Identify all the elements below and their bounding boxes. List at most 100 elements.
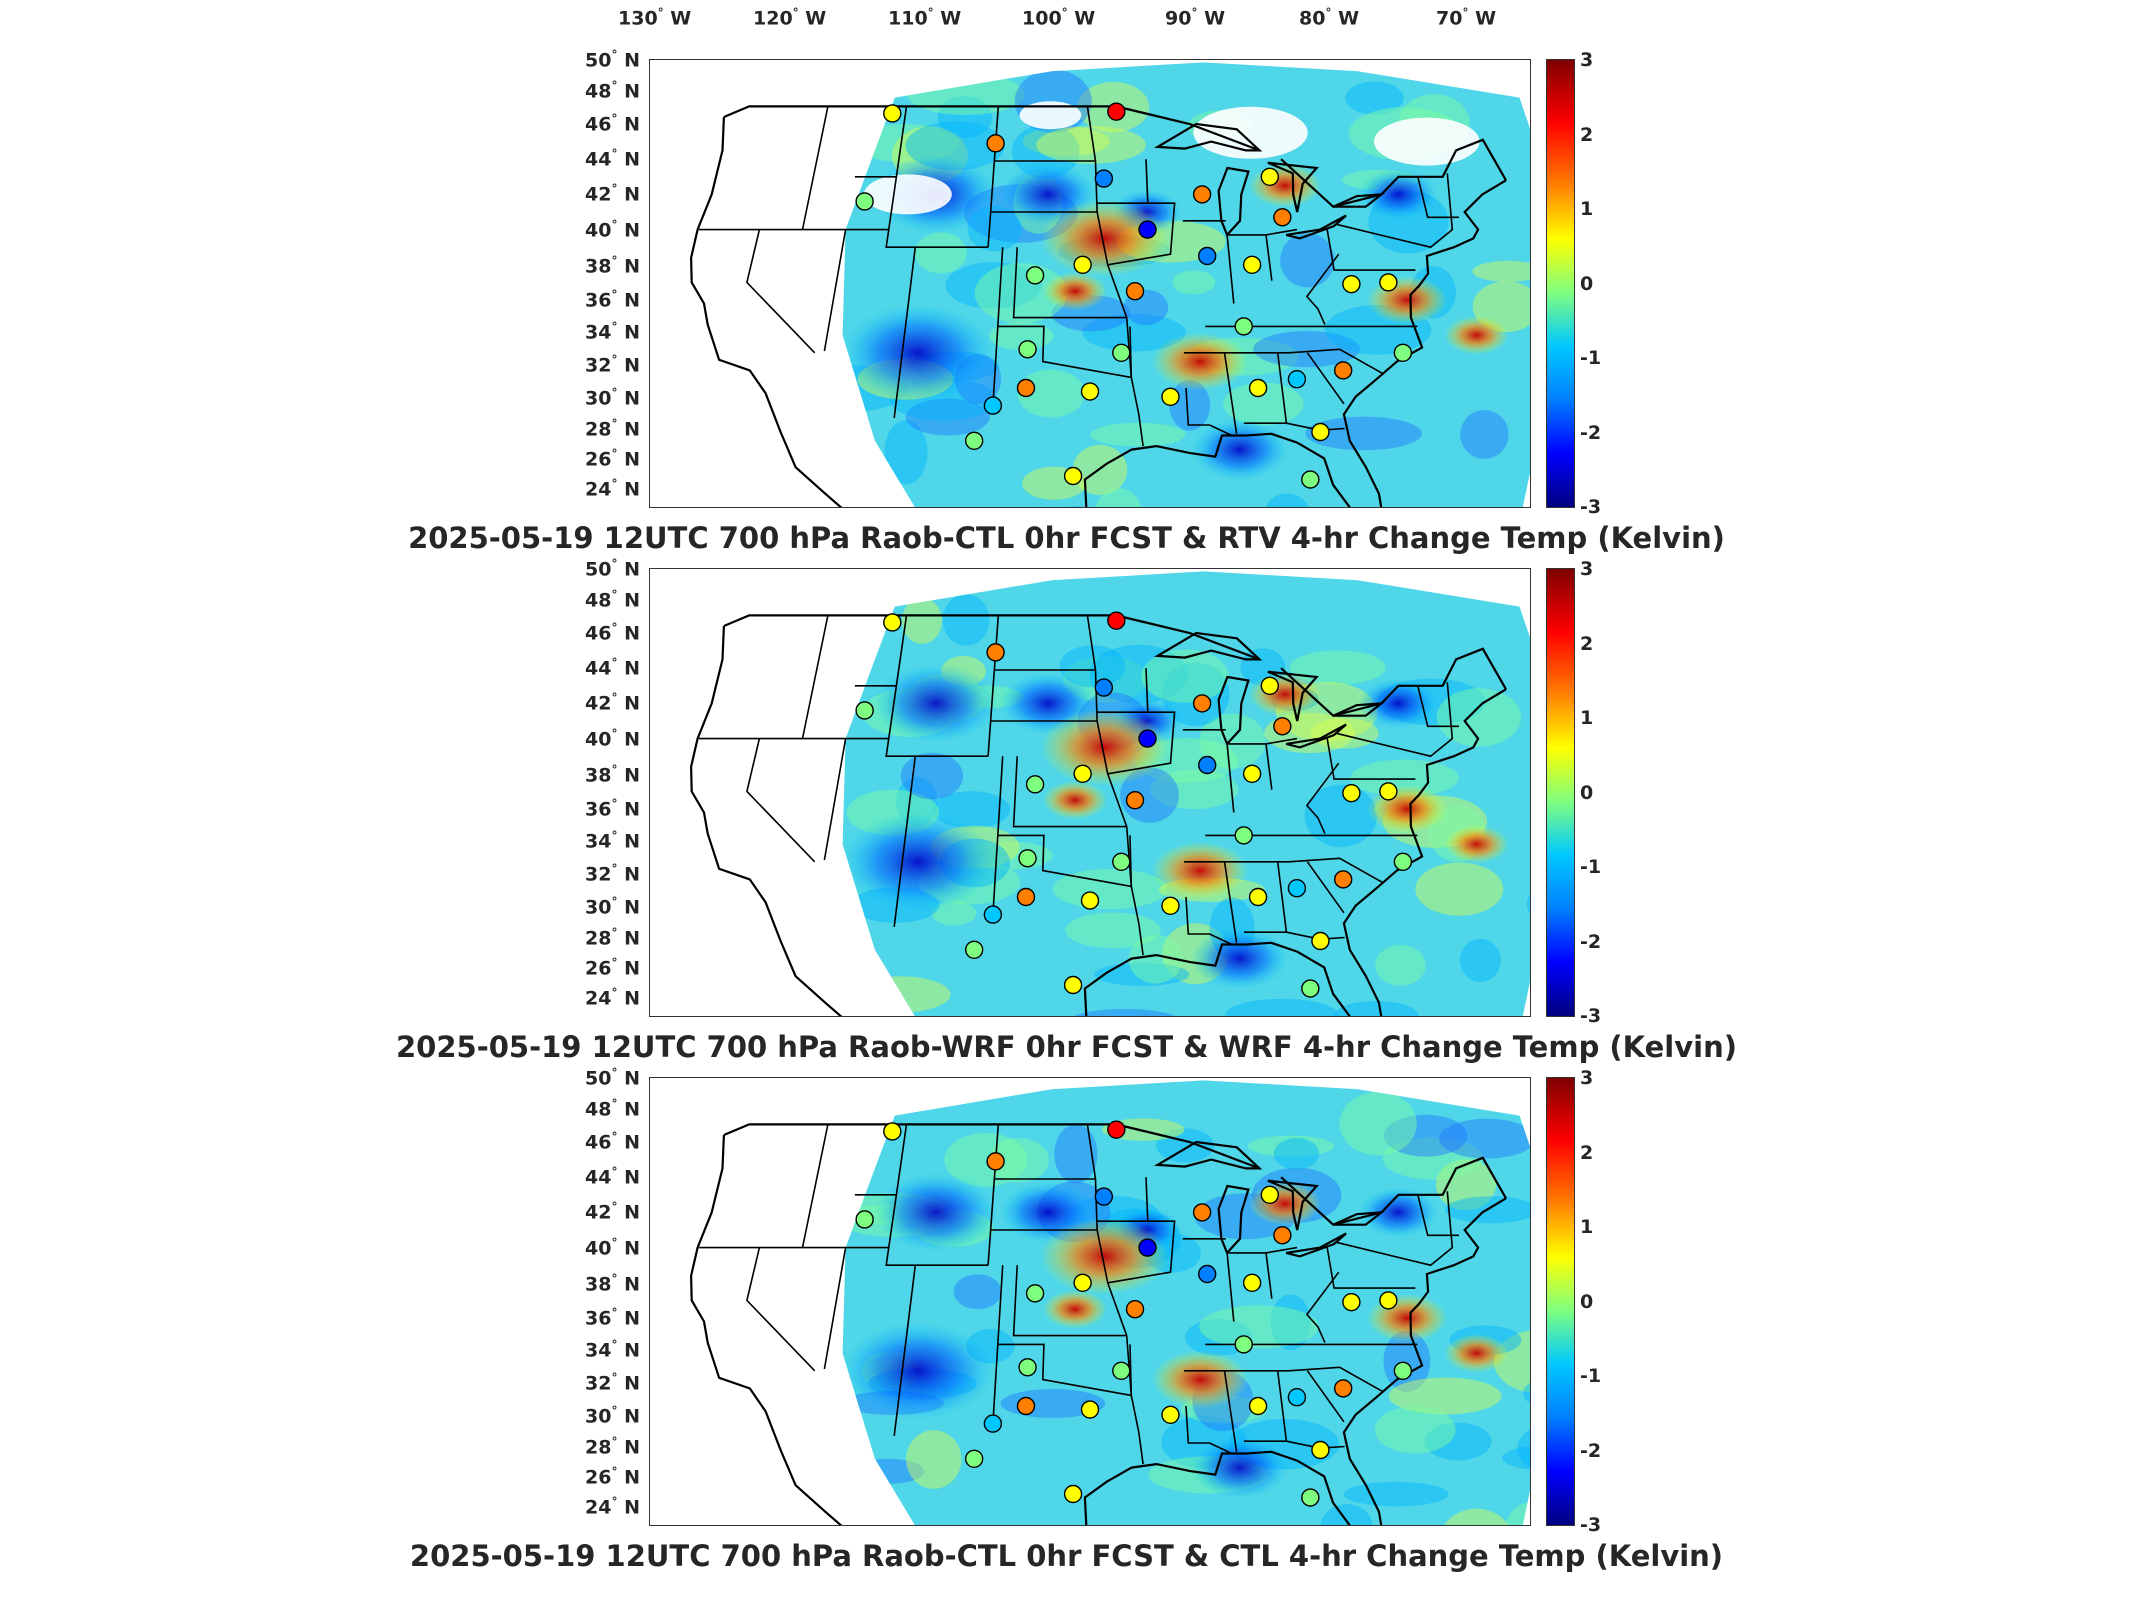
raob-station-marker	[1073, 764, 1092, 784]
raob-station-marker	[1242, 764, 1262, 784]
state-boundaries	[699, 1124, 1459, 1465]
lat-label: 28° N	[585, 1435, 640, 1459]
lat-label: 34° N	[585, 320, 640, 344]
raob-station-marker	[1063, 1484, 1083, 1504]
lat-label: 30° N	[585, 386, 640, 410]
lat-label: 46° N	[585, 621, 640, 645]
lat-label: 32° N	[585, 353, 640, 377]
raob-station-marker	[1234, 826, 1253, 845]
colorbar	[1546, 568, 1575, 1017]
colorbar-tick-label: -3	[1580, 496, 1602, 518]
map-frame	[649, 59, 1531, 508]
raob-station-marker	[1248, 378, 1268, 398]
lat-label: 48° N	[585, 79, 640, 103]
colorbar-tick-label: 0	[1580, 781, 1594, 804]
colorbar-tick-label: 3	[1580, 558, 1594, 580]
raob-station-marker	[1248, 1396, 1268, 1416]
raob-station-marker	[1379, 273, 1398, 292]
temperature-change-field	[842, 571, 1530, 1016]
lat-label: 40° N	[585, 218, 640, 242]
raob-station-marker	[986, 1152, 1005, 1171]
raob-station-marker	[855, 1210, 874, 1229]
lat-label: 44° N	[585, 656, 640, 680]
lat-label: 30° N	[585, 895, 640, 919]
raob-stations	[855, 102, 1413, 489]
colorbar-tick-label: -3	[1580, 1514, 1602, 1536]
raob-station-marker	[1125, 790, 1145, 810]
raob-station-marker	[1301, 1488, 1320, 1507]
raob-station-marker	[1025, 775, 1045, 794]
raob-station-marker	[1018, 849, 1037, 868]
lat-label: 48° N	[585, 1097, 640, 1121]
raob-station-marker	[983, 396, 1003, 415]
raob-station-marker	[986, 643, 1005, 662]
raob-station-marker	[1333, 361, 1353, 380]
temperature-change-field	[842, 1080, 1530, 1525]
colorbar-tick-label: -2	[1580, 1439, 1602, 1462]
lat-label: 24° N	[585, 1495, 640, 1519]
colorbar-tick-label: 2	[1580, 123, 1594, 146]
raob-station-marker	[1094, 678, 1114, 697]
raob-station-marker	[1287, 879, 1307, 898]
raob-station-marker	[1063, 466, 1083, 486]
raob-station-marker	[1161, 896, 1180, 915]
raob-station-marker	[1192, 694, 1212, 713]
raob-station-marker	[1393, 1361, 1413, 1380]
raob-station-marker	[1287, 1388, 1307, 1407]
raob-station-marker	[1016, 1396, 1036, 1416]
lat-label: 38° N	[585, 1272, 640, 1296]
raob-station-marker	[1342, 274, 1361, 294]
lat-label: 40° N	[585, 1236, 640, 1260]
raob-station-marker	[1242, 255, 1262, 275]
map-canvas	[689, 62, 1530, 507]
raob-station-marker	[1273, 1226, 1292, 1245]
raob-station-marker	[1234, 317, 1253, 336]
colorbar-tick-label: 2	[1580, 1141, 1594, 1164]
map-frame	[649, 568, 1531, 1017]
raob-station-marker	[1192, 1203, 1212, 1222]
raob-station-marker	[1234, 1335, 1253, 1354]
raob-station-marker	[1125, 281, 1145, 301]
raob-station-marker	[1016, 378, 1036, 398]
map-canvas	[689, 1080, 1530, 1525]
raob-station-marker	[883, 613, 902, 632]
lat-label: 36° N	[585, 1306, 640, 1330]
raob-station-marker	[1273, 717, 1292, 736]
raob-station-marker	[1107, 1120, 1126, 1139]
raob-station-marker	[1073, 1273, 1092, 1293]
lat-label: 40° N	[585, 727, 640, 751]
raob-station-marker	[1311, 1440, 1330, 1460]
lat-label: 50° N	[585, 48, 640, 72]
lat-label: 34° N	[585, 1338, 640, 1362]
lat-label: 28° N	[585, 417, 640, 441]
raob-station-marker	[1342, 1292, 1361, 1312]
raob-station-marker	[1301, 979, 1320, 998]
raob-station-marker	[1080, 1400, 1100, 1419]
raob-station-marker	[1138, 1238, 1157, 1257]
raob-station-marker	[1112, 1361, 1131, 1380]
raob-station-marker	[1016, 887, 1036, 907]
lat-label: 50° N	[585, 1066, 640, 1090]
raob-station-marker	[1094, 1187, 1114, 1206]
raob-station-marker	[1125, 1299, 1145, 1319]
raob-station-marker	[1018, 1358, 1037, 1377]
colorbar-tick-label: 3	[1580, 49, 1594, 71]
raob-station-marker	[1342, 783, 1361, 803]
raob-station-marker	[1311, 931, 1330, 951]
raob-station-marker	[1025, 1284, 1045, 1303]
raob-station-marker	[1273, 208, 1292, 227]
raob-station-marker	[1379, 1291, 1398, 1310]
lon-label: 100° W	[1022, 6, 1096, 30]
raob-station-marker	[1197, 755, 1217, 775]
colorbar-tick-label: 1	[1580, 198, 1594, 220]
panel-caption: 2025-05-19 12UTC 700 hPa Raob-WRF 0hr FC…	[395, 1030, 1737, 1064]
raob-station-marker	[855, 701, 874, 720]
lat-label: 46° N	[585, 1130, 640, 1154]
colorbar	[1546, 1077, 1575, 1526]
lat-label: 24° N	[585, 986, 640, 1010]
raob-station-marker	[1311, 422, 1330, 442]
lat-label: 32° N	[585, 1371, 640, 1395]
panel-caption: 2025-05-19 12UTC 700 hPa Raob-CTL 0hr FC…	[408, 521, 1725, 555]
colorbar-tick-label: -1	[1580, 856, 1602, 878]
raob-station-marker	[1080, 891, 1100, 910]
